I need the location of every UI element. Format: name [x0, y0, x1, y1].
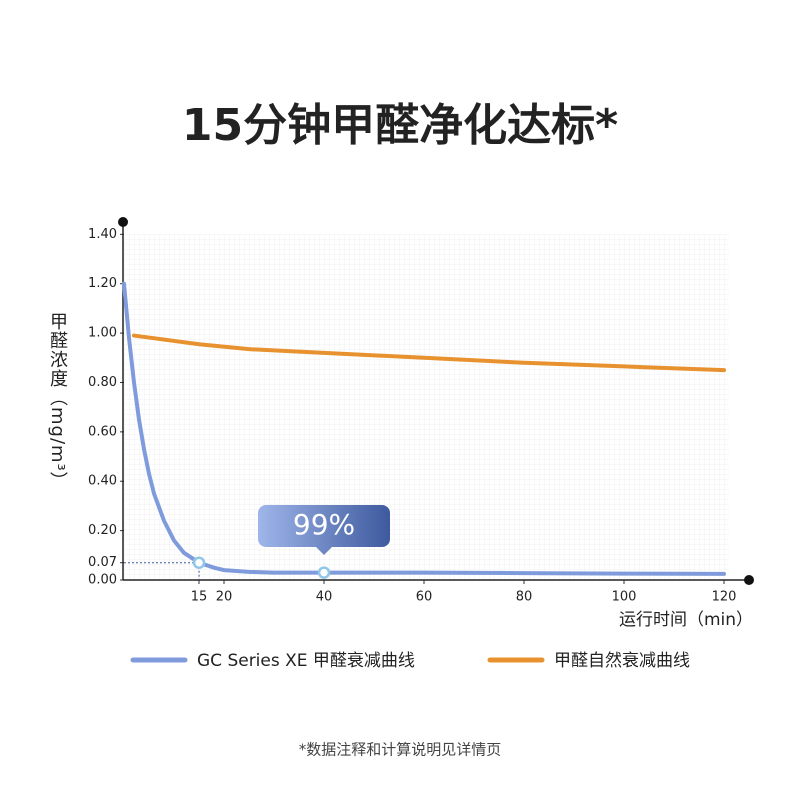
legend-label: GC Series XE 甲醛衰减曲线 — [197, 651, 415, 671]
x-tick-label: 20 — [216, 590, 233, 605]
axis-end — [744, 575, 754, 585]
data-line — [122, 281, 726, 576]
y-tick-label: 1.20 — [88, 276, 117, 291]
x-axis-label: 运行时间（min） — [619, 610, 753, 630]
x-tick-label: 40 — [316, 590, 333, 605]
x-tick-label: 80 — [516, 590, 533, 605]
y-axis-label: 甲醛浓度（mg/m³） — [47, 312, 68, 491]
x-tick-label: 15 — [191, 590, 208, 605]
highlight-point — [192, 556, 206, 569]
y-tick-label: 0.80 — [88, 375, 117, 390]
y-tick-label: 0.20 — [88, 523, 117, 538]
x-tick-label: 60 — [416, 590, 433, 605]
chart-title: 15分钟甲醛净化达标* — [182, 100, 618, 151]
y-tick-label: 0.60 — [88, 424, 117, 439]
x-tick-label: 120 — [712, 590, 737, 605]
y-tick-label: 0.00 — [88, 573, 117, 588]
callout — [258, 505, 390, 555]
minor-grid — [124, 234, 729, 580]
legend-label: 甲醛自然衰减曲线 — [554, 651, 690, 671]
callout-text: 99% — [293, 508, 355, 541]
y-tick-label: 1.00 — [88, 326, 117, 341]
y-tick-label: 0.40 — [88, 474, 117, 489]
y-tick-label: 0.07 — [88, 555, 117, 570]
y-tick-label: 1.40 — [88, 227, 117, 242]
axis-end — [118, 217, 128, 227]
x-tick-label: 100 — [612, 590, 637, 605]
data-line — [132, 333, 726, 373]
footnote: *数据注释和计算说明见详情页 — [299, 741, 502, 759]
highlight-point — [317, 566, 331, 579]
